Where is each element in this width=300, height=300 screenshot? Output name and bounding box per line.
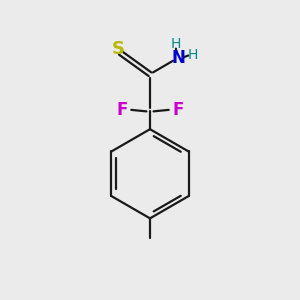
Text: F: F <box>172 101 184 119</box>
Text: H: H <box>171 38 181 52</box>
Text: N: N <box>171 49 185 67</box>
Text: F: F <box>116 101 128 119</box>
Text: H: H <box>187 49 198 62</box>
Text: S: S <box>111 40 124 58</box>
